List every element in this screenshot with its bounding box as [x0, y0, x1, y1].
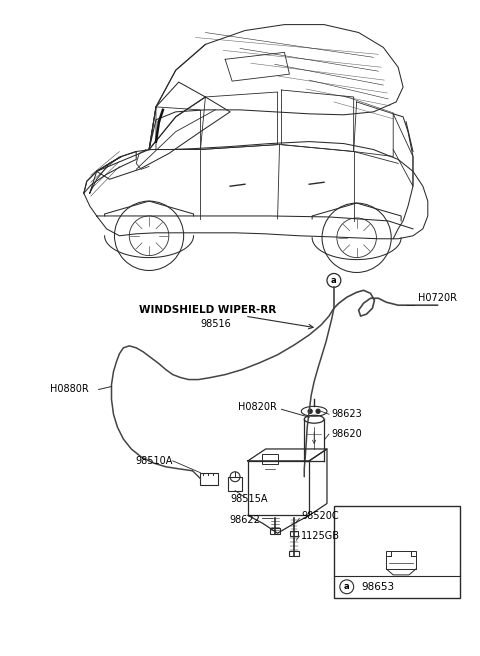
Bar — [262, 454, 277, 464]
Text: 1125GB: 1125GB — [301, 531, 340, 541]
Text: 98515A: 98515A — [230, 493, 268, 504]
Bar — [201, 473, 218, 485]
Text: a: a — [331, 276, 336, 285]
Bar — [386, 551, 416, 569]
Circle shape — [316, 409, 320, 413]
Bar — [334, 506, 460, 598]
Circle shape — [308, 409, 312, 413]
Text: 98516: 98516 — [200, 319, 231, 329]
Text: a: a — [344, 583, 349, 591]
Text: WINDSHIELD WIPER-RR: WINDSHIELD WIPER-RR — [139, 305, 276, 315]
Text: H0720R: H0720R — [418, 293, 457, 303]
Bar — [289, 551, 300, 556]
Text: H0880R: H0880R — [50, 384, 89, 394]
Bar — [228, 477, 242, 491]
Text: H0820R: H0820R — [238, 402, 277, 413]
Text: 98510A: 98510A — [135, 456, 173, 466]
Bar — [270, 528, 279, 534]
Text: 98653: 98653 — [361, 582, 395, 592]
Text: 98623: 98623 — [331, 409, 362, 419]
Text: 98622: 98622 — [229, 516, 260, 525]
Text: 98520C: 98520C — [301, 512, 339, 522]
Text: 98620: 98620 — [331, 429, 362, 439]
Bar — [290, 531, 298, 536]
